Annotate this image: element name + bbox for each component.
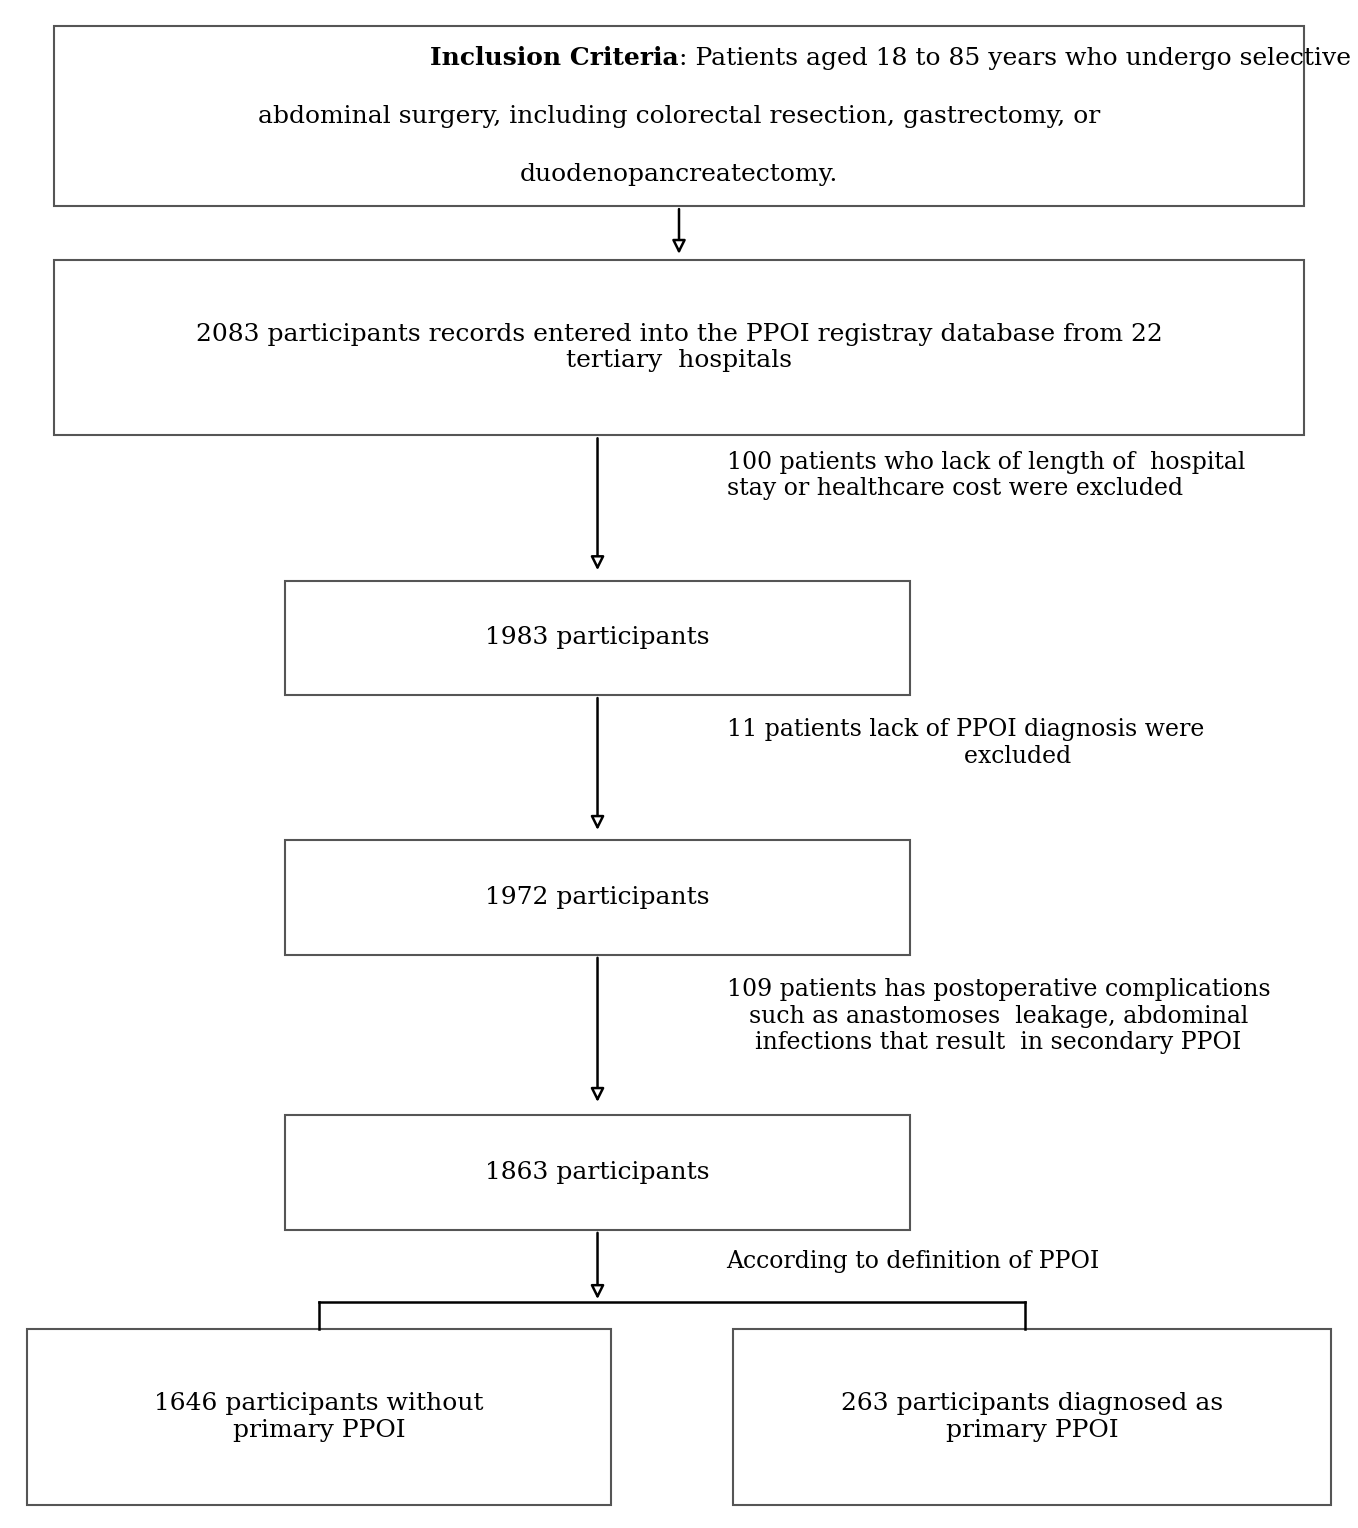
Text: 1863 participants: 1863 participants [485, 1161, 710, 1184]
Text: duodenopancreatectomy.: duodenopancreatectomy. [520, 162, 838, 186]
FancyBboxPatch shape [54, 26, 1304, 206]
Text: According to definition of PPOI: According to definition of PPOI [727, 1250, 1100, 1273]
Text: abdominal surgery, including colorectal resection, gastrectomy, or: abdominal surgery, including colorectal … [258, 104, 1100, 128]
Text: 1983 participants: 1983 participants [485, 626, 710, 649]
Text: 1972 participants: 1972 participants [485, 886, 710, 909]
Text: 109 patients has postoperative complications
such as anastomoses  leakage, abdom: 109 patients has postoperative complicat… [727, 978, 1270, 1054]
Text: : Patients aged 18 to 85 years who undergo selective open: : Patients aged 18 to 85 years who under… [679, 46, 1358, 70]
FancyBboxPatch shape [285, 840, 910, 955]
FancyBboxPatch shape [733, 1329, 1331, 1505]
Text: 11 patients lack of PPOI diagnosis were
              excluded: 11 patients lack of PPOI diagnosis were … [727, 718, 1205, 767]
Text: Inclusion Criteria: Inclusion Criteria [430, 46, 679, 70]
Text: 100 patients who lack of length of  hospital
stay or healthcare cost were exclud: 100 patients who lack of length of hospi… [727, 451, 1245, 500]
FancyBboxPatch shape [285, 1115, 910, 1230]
FancyBboxPatch shape [27, 1329, 611, 1505]
Text: 1646 participants without
primary PPOI: 1646 participants without primary PPOI [155, 1392, 483, 1442]
Text: 2083 participants records entered into the PPOI registray database from 22
terti: 2083 participants records entered into t… [196, 322, 1162, 373]
FancyBboxPatch shape [285, 581, 910, 695]
Text: 263 participants diagnosed as
primary PPOI: 263 participants diagnosed as primary PP… [841, 1392, 1224, 1442]
FancyBboxPatch shape [54, 260, 1304, 435]
